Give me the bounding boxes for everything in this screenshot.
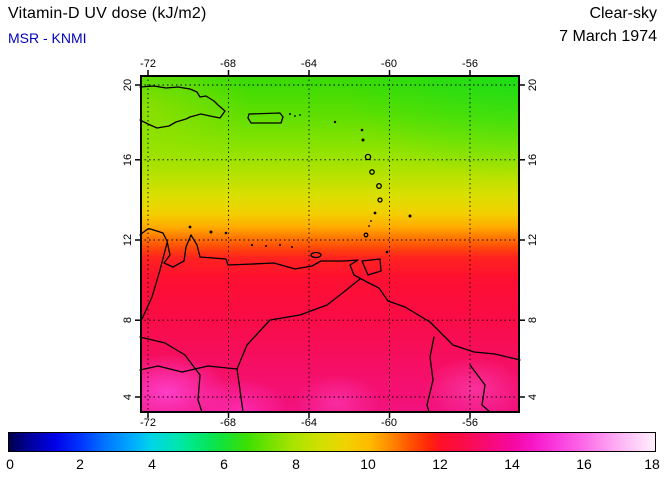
lon-tick-bottom-1: -68 (220, 417, 236, 429)
island-margarita-east (291, 246, 293, 248)
colorbar-label-8: 16 (576, 456, 592, 472)
lon-tick-top-0: -72 (140, 58, 156, 70)
header-right: Clear-sky 7 March 1974 (559, 5, 657, 46)
river-essequibo (426, 336, 435, 413)
island-grenadines-2 (368, 225, 370, 227)
colorbar-label-4: 8 (292, 456, 300, 472)
border-colombia-venezuela (141, 242, 168, 320)
island-tobago (385, 250, 389, 254)
lat-tick-left-0: 20 (122, 78, 134, 92)
lon-tick-bottom-0: -72 (140, 417, 156, 429)
island-curacao (209, 230, 213, 234)
source-label: MSR - KNMI (8, 30, 87, 46)
lon-tick-top-4: -56 (462, 58, 478, 70)
small-islands (188, 113, 412, 254)
colorbar-label-9: 18 (644, 456, 660, 472)
island-virgin-3 (299, 114, 301, 116)
island-antigua (361, 138, 365, 142)
lon-tick-bottom-2: -64 (301, 417, 317, 429)
condition-label: Clear-sky (589, 5, 657, 22)
lat-tick-left-3: 8 (122, 316, 134, 324)
graticule-gridlines (140, 75, 520, 413)
lon-tick-bottom-4: -56 (462, 417, 478, 429)
river-magdalena (139, 336, 203, 413)
island-margarita (310, 251, 322, 259)
header-left: Vitamin-D UV dose (kJ/m2) MSR - KNMI (8, 5, 207, 46)
river-meta (139, 365, 238, 373)
island-grenadines (370, 220, 372, 222)
island-guadeloupe (364, 153, 372, 161)
map-panel (135, 70, 525, 418)
lon-tick-bottom-3: -60 (381, 417, 397, 429)
axis-tick-marks (135, 70, 525, 418)
island-martinique (376, 183, 382, 189)
colorbar-label-6: 12 (432, 456, 448, 472)
lat-tick-left-1: 16 (122, 153, 134, 167)
colorbar-label-5: 10 (360, 456, 376, 472)
colorbar-label-0: 0 (6, 456, 14, 472)
island-st-martin (333, 120, 337, 124)
island-barbuda (360, 128, 364, 132)
island-dominica (369, 169, 375, 175)
island-st-lucia (377, 197, 383, 203)
lon-tick-top-3: -60 (381, 58, 397, 70)
coastline-puerto-rico (247, 112, 284, 124)
colorbar-label-1: 2 (76, 456, 84, 472)
colorbar-label-2: 4 (148, 456, 156, 472)
river-orinoco (236, 278, 361, 413)
island-los-roques (250, 243, 254, 247)
coastline-trinidad (361, 258, 382, 276)
island-orchila (265, 245, 267, 247)
page-title: Vitamin-D UV dose (kJ/m2) (8, 5, 207, 22)
island-barbados (408, 214, 412, 218)
lat-tick-right-1: 16 (527, 153, 539, 167)
island-blanquilla (279, 244, 281, 246)
lat-tick-left-4: 4 (122, 393, 134, 401)
colorbar-label-7: 14 (504, 456, 520, 472)
river-branco (469, 364, 491, 413)
coastline-south-america (139, 228, 521, 361)
island-virgin-1 (289, 113, 291, 115)
map-overlay-svg (135, 70, 525, 418)
lat-tick-left-2: 12 (122, 233, 134, 247)
lon-tick-top-2: -64 (301, 58, 317, 70)
colorbar-label-3: 6 (220, 456, 228, 472)
island-aruba (188, 225, 192, 229)
lat-tick-right-2: 12 (527, 233, 539, 247)
island-virgin-2 (294, 115, 296, 117)
island-bonaire (224, 231, 228, 235)
lat-tick-right-0: 20 (527, 78, 539, 92)
island-st-vincent (373, 211, 377, 215)
colorbar (8, 432, 656, 452)
lat-tick-right-3: 8 (527, 316, 539, 324)
island-grenada (363, 232, 369, 238)
date-label: 7 March 1974 (559, 28, 657, 45)
coastline-hispaniola (139, 85, 226, 129)
uv-dose-heatmap (140, 75, 520, 413)
lat-tick-right-4: 4 (527, 393, 539, 401)
coastlines (139, 85, 521, 413)
lon-tick-top-1: -68 (220, 58, 236, 70)
